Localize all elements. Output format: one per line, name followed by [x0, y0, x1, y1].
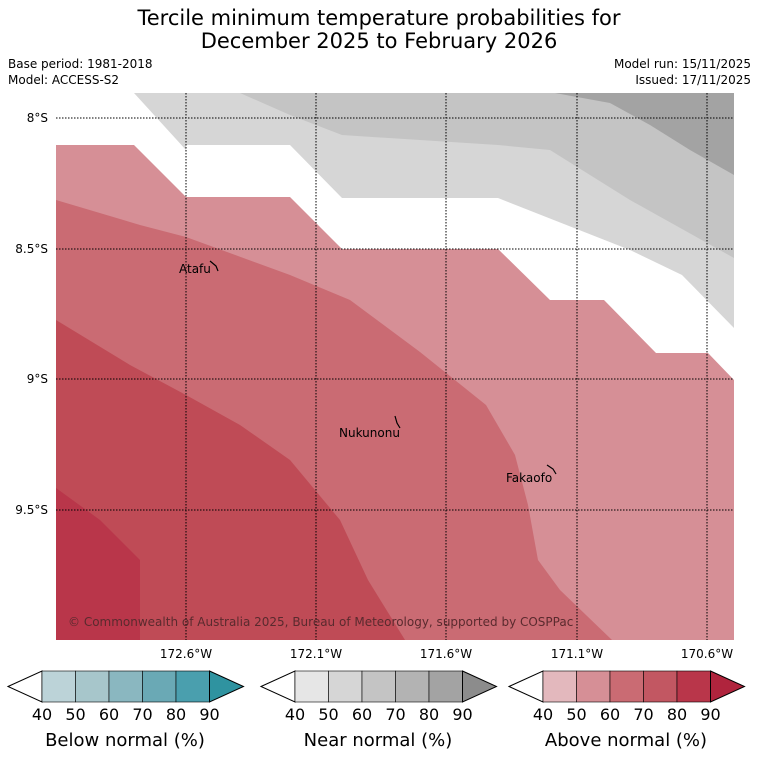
- colorbar-below-tick: 90: [199, 705, 219, 724]
- colorbar-near-tick: 60: [352, 705, 372, 724]
- colorbar-above-tick: 90: [700, 705, 720, 724]
- lon-label-172-6w: 172.6°W: [160, 647, 212, 660]
- colorbar-above-segment: [576, 670, 611, 703]
- near-normal-60-region: [205, 93, 734, 258]
- colorbar-near-tick: 90: [452, 705, 472, 724]
- colorbar-near-tick: 50: [318, 705, 338, 724]
- lon-label-171-1w: 171.1°W: [551, 647, 603, 660]
- colorbar-below-segment: [175, 670, 210, 703]
- model-run: Model run: 15/11/2025: [613, 57, 751, 71]
- issued-date: Issued: 17/11/2025: [635, 73, 751, 87]
- colorbar-below-low-extend: [6, 670, 43, 703]
- colorbar-below-tick: 50: [65, 705, 85, 724]
- colorbar-above-segment: [542, 670, 577, 703]
- colorbar-above-low-extend: [507, 670, 544, 703]
- lat-label-8s: 8°S: [27, 111, 48, 125]
- atafu-island-shape: [209, 260, 219, 272]
- colorbar-below-segment: [41, 670, 76, 703]
- graticule: [56, 93, 734, 640]
- place-label-nukunonu: Nukunonu: [339, 426, 400, 440]
- colorbar-near-segment: [428, 670, 463, 703]
- colorbar-below-tick: 60: [99, 705, 119, 724]
- lat-label-9-5s: 9.5°S: [15, 503, 48, 517]
- colorbar-near: 40 50 60 70 80 90: [259, 670, 498, 724]
- model-name: Model: ACCESS-S2: [8, 73, 120, 87]
- colorbar-near-low-extend: [259, 670, 296, 703]
- colorbar-above-tick: 80: [667, 705, 687, 724]
- colorbar-below-tick: 80: [166, 705, 186, 724]
- lon-label-170-6w: 170.6°W: [681, 647, 733, 660]
- colorbar-above-tick: 70: [633, 705, 653, 724]
- forecast-map: 8°S 8.5°S 9°S 9.5°S 172.6°W 172.1°W 171.…: [15, 93, 734, 660]
- near-normal-80-region: [555, 93, 734, 175]
- colorbar-below-segment: [142, 670, 177, 703]
- lat-label-9s: 9°S: [27, 372, 48, 386]
- place-label-atafu: Atafu: [179, 262, 211, 276]
- colorbar-near-tick: 80: [419, 705, 439, 724]
- colorbar-above-segment: [676, 670, 711, 703]
- base-period: Base period: 1981-2018: [8, 57, 153, 71]
- colorbar-above-high-extend: [710, 670, 746, 703]
- colorbar-above: 40 50 60 70 80 90: [507, 670, 746, 724]
- colorbar-near-segment: [328, 670, 363, 703]
- above-normal-70-region: [56, 320, 405, 640]
- colorbar-near-tick: 70: [385, 705, 405, 724]
- colorbar-near-segment: [294, 670, 329, 703]
- colorbar-above-tick: 40: [533, 705, 553, 724]
- colorbar-above-segment: [609, 670, 644, 703]
- colorbar-below-segment: [75, 670, 110, 703]
- colorbar-below-tick: 40: [32, 705, 52, 724]
- fakaofo-island-shape: [546, 464, 557, 475]
- colorbar-below-high-extend: [209, 670, 245, 703]
- nukunonu-island-shape: [394, 415, 401, 429]
- copyright-credit: © Commonwealth of Australia 2025, Bureau…: [68, 615, 573, 629]
- lat-label-8-5s: 8.5°S: [15, 242, 48, 256]
- above-normal-80-region: [56, 488, 140, 640]
- colorbar-legends: 40 50 60 70 80 90 40 50 60 70 80 90 40 50 60 70 80 90: [6, 670, 746, 724]
- lon-label-171-6w: 171.6°W: [420, 647, 472, 660]
- lon-label-172-1w: 172.1°W: [290, 647, 342, 660]
- colorbar-above-label: Above normal (%): [544, 730, 708, 751]
- colorbar-above-tick: 50: [566, 705, 586, 724]
- colorbar-near-label: Near normal (%): [303, 730, 453, 751]
- colorbar-below-label: Below normal (%): [45, 730, 205, 751]
- colorbar-near-segment: [361, 670, 396, 703]
- colorbar-below: 40 50 60 70 80 90: [6, 670, 245, 724]
- colorbar-below-segment: [108, 670, 143, 703]
- title-line-2: December 2025 to February 2026: [200, 29, 558, 53]
- title-line-1: Tercile minimum temperature probabilitie…: [137, 6, 621, 30]
- colorbar-near-segment: [395, 670, 430, 703]
- colorbar-near-high-extend: [462, 670, 498, 703]
- colorbar-above-segment: [643, 670, 678, 703]
- colorbar-above-tick: 60: [600, 705, 620, 724]
- colorbar-near-tick: 40: [285, 705, 305, 724]
- colorbar-below-tick: 70: [132, 705, 152, 724]
- place-label-fakaofo: Fakaofo: [506, 471, 552, 485]
